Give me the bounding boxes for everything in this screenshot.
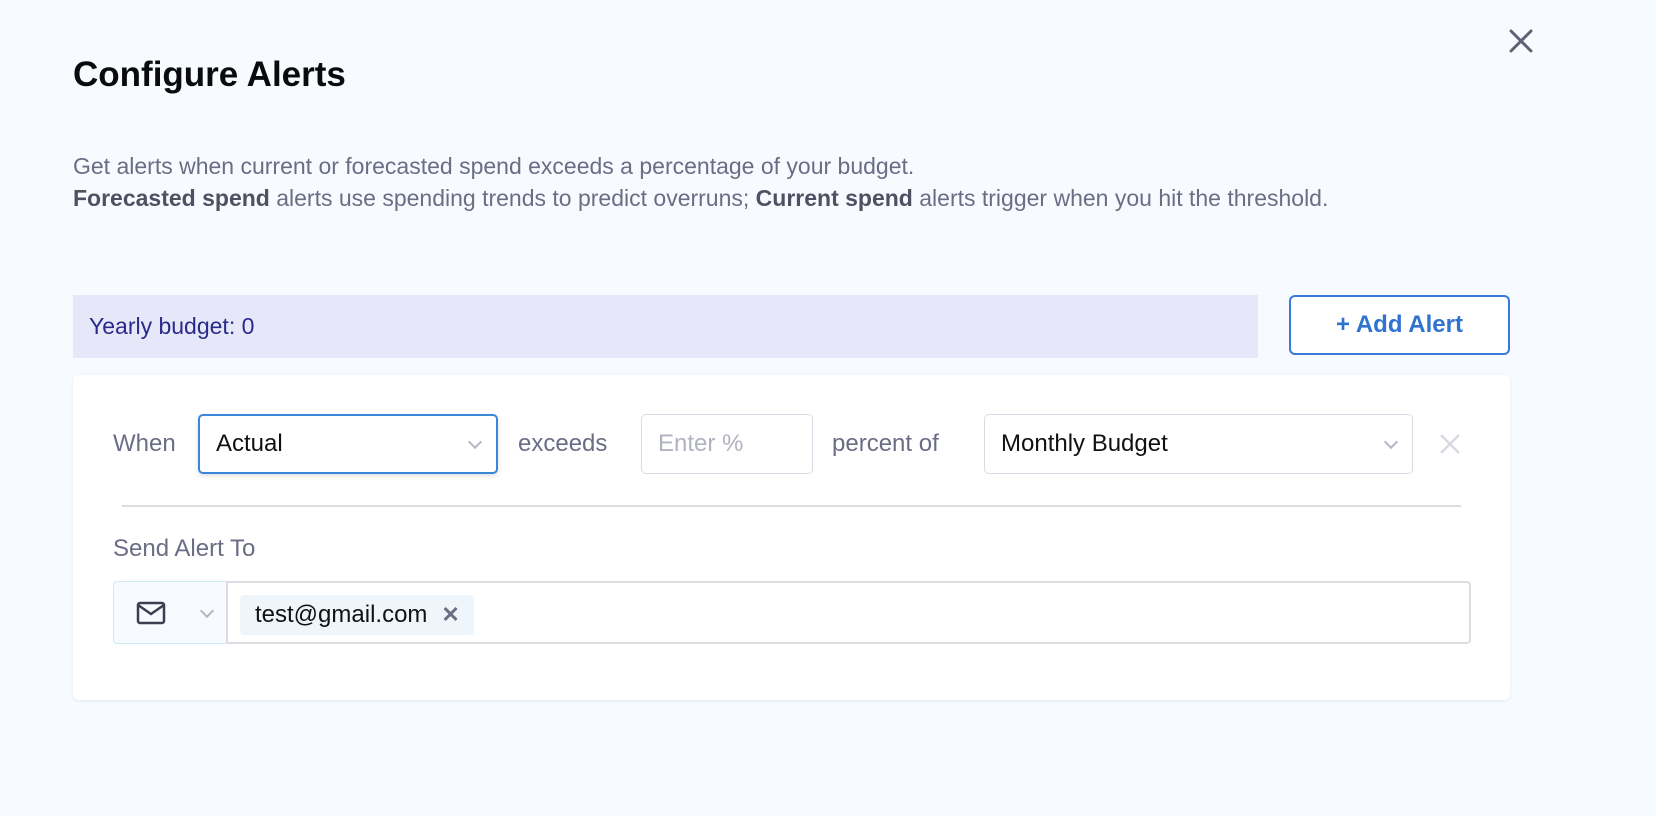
send-alert-to-label: Send Alert To bbox=[113, 535, 256, 562]
current-spend-term: Current spend bbox=[755, 185, 913, 211]
budget-period-select[interactable]: Monthly Budget bbox=[984, 414, 1413, 474]
description-line: Get alerts when current or forecasted sp… bbox=[73, 153, 915, 179]
chevron-down-icon bbox=[467, 434, 483, 450]
recipient-chip: test@gmail.com ✕ bbox=[240, 595, 474, 635]
description-end: alerts trigger when you hit the threshol… bbox=[912, 185, 1329, 211]
chevron-down-icon bbox=[1383, 434, 1399, 450]
alert-type-select[interactable]: Actual bbox=[198, 414, 498, 474]
dialog-description: Get alerts when current or forecasted sp… bbox=[73, 150, 1493, 214]
forecasted-spend-term: Forecasted spend bbox=[73, 185, 270, 211]
add-alert-button[interactable]: + Add Alert bbox=[1289, 295, 1510, 355]
chevron-down-icon bbox=[199, 603, 215, 618]
exceeds-label: exceeds bbox=[518, 430, 608, 457]
alert-type-value: Actual bbox=[216, 430, 283, 457]
mail-icon bbox=[136, 601, 166, 625]
description-mid: alerts use spending trends to predict ov… bbox=[269, 185, 756, 211]
percent-of-label: percent of bbox=[832, 430, 939, 457]
recipient-email: test@gmail.com bbox=[255, 601, 428, 628]
percent-placeholder: Enter % bbox=[658, 430, 744, 457]
when-label: When bbox=[113, 430, 176, 457]
remove-recipient-icon[interactable]: ✕ bbox=[441, 602, 460, 627]
divider bbox=[122, 505, 1461, 507]
budget-period-value: Monthly Budget bbox=[1001, 430, 1168, 457]
description-details: Forecasted spend alerts use spending tre… bbox=[73, 182, 1493, 214]
close-icon[interactable] bbox=[1508, 28, 1534, 54]
yearly-budget-banner: Yearly budget: 0 bbox=[73, 295, 1258, 358]
remove-alert-icon[interactable] bbox=[1438, 432, 1462, 456]
dialog-title: Configure Alerts bbox=[73, 55, 346, 94]
recipients-input[interactable]: test@gmail.com ✕ bbox=[226, 581, 1471, 644]
channel-select[interactable] bbox=[113, 581, 226, 644]
percent-input[interactable]: Enter % bbox=[641, 414, 813, 474]
